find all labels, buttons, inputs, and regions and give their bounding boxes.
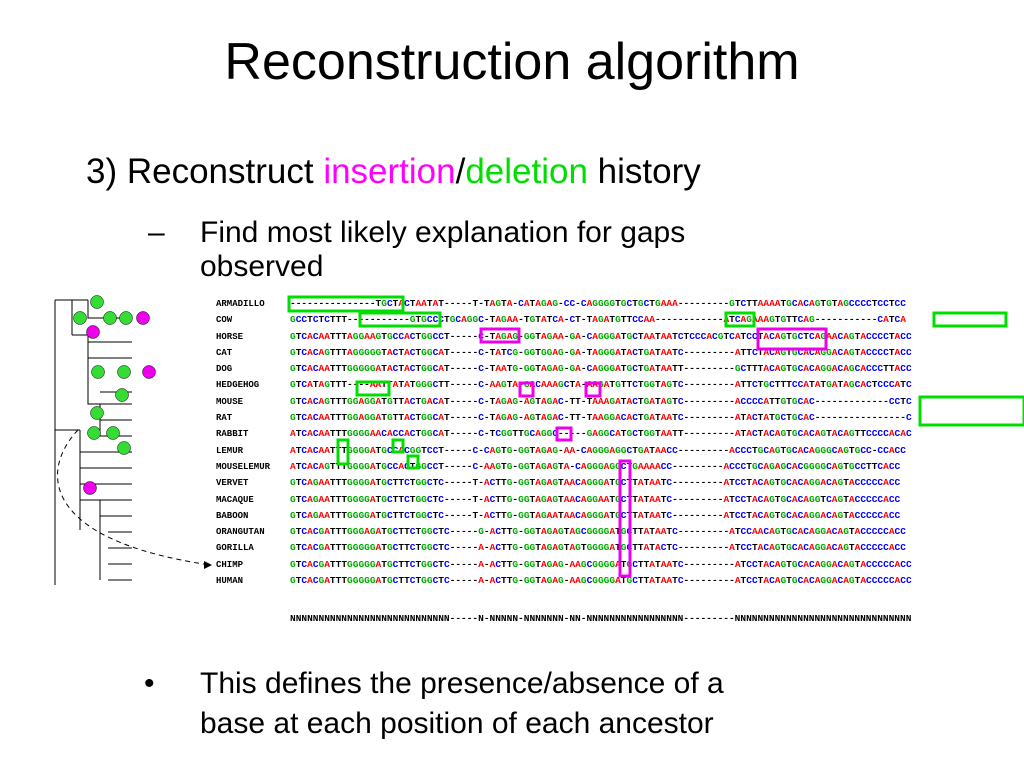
sequence-row: GTCACAATTTAGGAAGTGCCACTGGCCT-----C-TAGAG…: [290, 330, 912, 342]
insertion-box: [479, 327, 521, 344]
subpoint-line-1: Find most likely explanation for gaps: [200, 216, 686, 249]
sequence-row: ATCACAATTTGGGGAACACCACTGGCAT-----C-TCGGT…: [290, 428, 912, 440]
species-label: MACAQUE: [216, 494, 254, 505]
insertion-box: [555, 426, 573, 442]
species-label: HEDGEHOG: [216, 380, 260, 391]
heading-slash: /: [455, 152, 466, 191]
sequence-row: GTCACAGTTTGGAGGATGTTACTGACAT-----C-TAGAG…: [290, 395, 912, 407]
species-label: MOUSE: [216, 396, 244, 407]
subpoint-line-2: observed: [200, 250, 324, 283]
species-label: DOG: [216, 364, 233, 375]
deletion-box: [932, 311, 1008, 328]
heading-insertion: insertion: [323, 152, 456, 191]
slide-title: Reconstruction algorithm: [224, 33, 800, 91]
ancestor-sequence: NNNNNNNNNNNNNNNNNNNNNNNNNNNN-----N-NNNNN…: [290, 613, 912, 624]
species-label: HORSE: [216, 331, 244, 342]
deletion-box: [724, 311, 756, 328]
species-label: HUMAN: [216, 576, 244, 587]
species-label: CHIMP: [216, 559, 244, 570]
species-label: GORILLA: [216, 543, 254, 554]
deletion-box: [355, 380, 391, 397]
bullet-line-1: This defines the presence/absence of a: [200, 667, 724, 700]
heading-suffix: history: [587, 152, 701, 191]
sequence-row: GTCACAATTTGGAGGATGTTACTGGCAT-----C-TAGAG…: [290, 412, 912, 424]
deletion-box: [287, 295, 405, 313]
sequence-row: GTCACAATTTGGGGGATACTACTGGCAT-----C-TAATG…: [290, 363, 912, 375]
deletion-box: [358, 311, 442, 328]
sequence-row: GTCACGATTTGGGAGATGCTTCTGGCTC-----G-ACTTG…: [290, 526, 906, 538]
insertion-box: [518, 381, 535, 398]
alignment-sequences: ---------------TGCTACTAATAT-----T-TAGTA-…: [290, 296, 1024, 589]
sequence-row: ATCACAATTTGGGGATGCCACGGTCCT-----C-CAGTG-…: [290, 444, 906, 456]
heading-deletion: deletion: [465, 152, 588, 191]
sequence-row: GTCACGATTTGGGGGATGCTTCTGGCTC-----A-ACTTG…: [290, 558, 912, 570]
bullet-line-2: base at each position of each ancestor: [200, 707, 714, 740]
dash-marker: –: [148, 216, 165, 249]
bullet-marker: •: [144, 667, 155, 700]
species-label: VERVET: [216, 478, 249, 489]
phylogenetic-tree: [54, 295, 212, 585]
species-names: ARMADILLO COW HORSE CAT DOG HEDGEHOG MOUSE RAT R…: [216, 296, 290, 589]
deletion-box: [918, 395, 1024, 427]
species-label: RAT: [216, 413, 233, 424]
species-label: MOUSELEMUR: [216, 461, 271, 472]
species-label: ARMADILLO: [216, 299, 265, 309]
section-heading: 3) Reconstruct insertion/deletion histor…: [86, 152, 701, 192]
sequence-row: GTCAGAATTTGGGGATGCTTCTGGCTC-----T-ACTTG-…: [290, 477, 901, 489]
species-label: BABOON: [216, 510, 249, 521]
insertion-box: [618, 459, 632, 578]
insertion-box: [756, 327, 828, 351]
sequence-row: GTCATAGTTT----AATTATATGGGCTT-----C-AAGTA…: [290, 379, 912, 391]
heading-prefix: 3) Reconstruct: [86, 152, 324, 191]
deletion-box: [406, 454, 420, 470]
sequence-row: GTCACGATTTGGGGGATGCTTCTGGCTC-----A-ACTTG…: [290, 542, 906, 554]
sequence-row: GTCAGAATTTGGGGATGCTTCTGGCTC-----T-ACTTG-…: [290, 509, 901, 521]
insertion-box: [584, 381, 602, 398]
species-label: LEMUR: [216, 445, 244, 456]
sequence-row: GTCACAGTTTAGGGGGTACTACTGGCAT-----C-TATCG…: [290, 346, 912, 358]
sequence-row: ATCACAGTTTGGGGATGCCACTGGCCT-----C-AAGTG-…: [290, 460, 901, 472]
species-label: RABBIT: [216, 429, 249, 440]
deletion-box: [336, 438, 350, 466]
species-label: COW: [216, 315, 233, 326]
deletion-box: [391, 438, 405, 454]
species-label: CAT: [216, 347, 233, 358]
species-label: ORANGUTAN: [216, 527, 265, 538]
sequence-row: GTCAGAATTTGGGGATGCTTCTGGCTC-----T-ACTTG-…: [290, 493, 901, 505]
sequence-row: GCCTCTCTTT-----------GTGCCCTGCAGGC-TAGAA…: [290, 314, 906, 326]
sequence-row: GTCACGATTTGGGGGATGCTTCTGGCTC-----A-ACTTG…: [290, 575, 912, 587]
sequence-row: ---------------TGCTACTAATAT-----T-TAGTA-…: [290, 298, 906, 309]
